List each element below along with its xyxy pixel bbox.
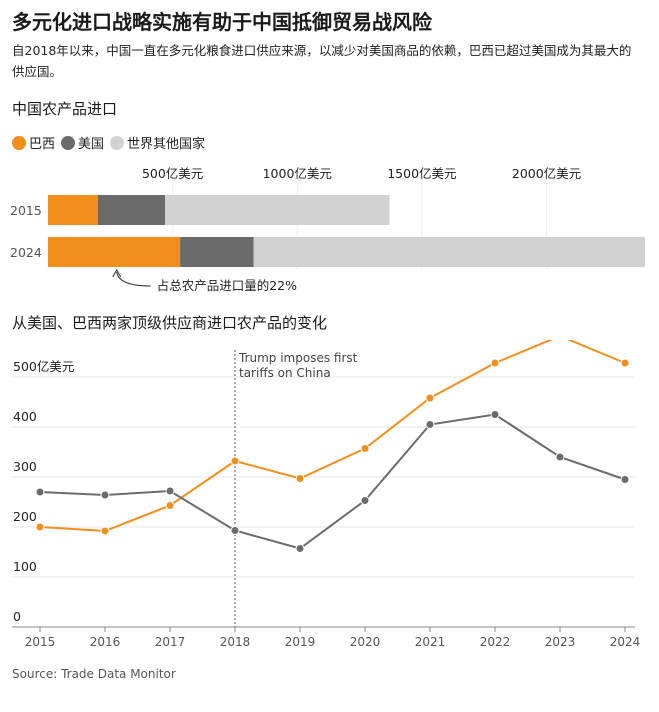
line-x-tick-label: 2018	[220, 635, 251, 649]
line-chart: 0 100 200 300 400 500亿美元 2015 2016 2017 2018 2019 2…	[12, 340, 641, 649]
bar-x-tick-label: 500亿美元	[142, 166, 203, 181]
line-x-tick-label: 2022	[480, 635, 511, 649]
bar-segment	[180, 237, 254, 267]
series-point	[165, 501, 175, 510]
bar-row-label: 2024	[10, 245, 42, 260]
legend-item-usa: 美国	[61, 133, 104, 152]
series-point	[425, 420, 435, 429]
legend-swatch-brazil	[12, 135, 26, 150]
stacked-bar-chart: 500亿美元 1000亿美元 1500亿美元 2000亿美元 2015 2024 占总农产品…	[10, 166, 645, 293]
legend-item-brazil: 巴西	[12, 133, 55, 152]
line-y-tick-label: 400	[13, 409, 37, 424]
tariff-annotation-label: Trump imposes first	[238, 351, 358, 365]
annotation-curve	[116, 271, 151, 287]
line-y-tick-label: 100	[13, 559, 37, 574]
bar-segment	[48, 237, 181, 267]
series-point	[295, 544, 305, 553]
series-point	[35, 487, 45, 497]
annotation-arrowhead	[112, 268, 122, 278]
annotation-label: 占总农产品进口量的22%	[157, 278, 297, 293]
bar-x-tick-label: 1000亿美元	[263, 166, 332, 181]
legend-label-usa: 美国	[78, 137, 105, 152]
series-point	[425, 393, 435, 403]
line-x-tick-label: 2015	[25, 635, 56, 649]
series-line	[39, 413, 626, 550]
legend: 巴西 美国 世界其他国家	[12, 133, 211, 152]
series-point	[100, 490, 110, 500]
line-x-tick-label: 2023	[545, 635, 576, 649]
bar-segment	[253, 237, 645, 267]
series-point	[100, 526, 110, 536]
line-y-tick-label: 200	[13, 509, 37, 524]
series-point	[35, 522, 45, 532]
page-subtitle: 自2018年以来，中国一直在多元化粮食进口供应来源，以减少对美国商品的依赖，巴西…	[12, 43, 632, 79]
series-point	[490, 410, 500, 419]
line-x-tick-label: 2021	[415, 635, 446, 649]
series-point	[230, 456, 240, 466]
line-y-tick-label: 300	[13, 459, 37, 474]
legend-label-rest-of-world: 世界其他国家	[127, 137, 206, 152]
series-point	[360, 496, 370, 505]
legend-item-rest-of-world: 世界其他国家	[110, 133, 205, 152]
bar-segment	[97, 195, 166, 225]
bar-row-label: 2015	[10, 203, 42, 218]
source-note: Source: Trade Data Monitor	[12, 667, 176, 681]
line-x-tick-label: 2016	[90, 635, 121, 649]
series-point	[230, 526, 240, 535]
series-line	[39, 340, 626, 533]
series-point	[620, 475, 630, 484]
legend-swatch-rest-of-world	[110, 135, 125, 150]
line-x-tick-label: 2017	[155, 635, 186, 649]
line-chart-title: 从美国、巴西两家顶级供应商进口农产品的变化	[12, 314, 328, 332]
bar-segment	[165, 195, 390, 225]
series-point	[555, 452, 565, 462]
tariff-annotation-label: tariffs on China	[239, 366, 331, 380]
series-point	[165, 486, 175, 496]
legend-swatch-usa	[61, 135, 76, 150]
series-point	[295, 474, 305, 483]
series-point	[620, 358, 630, 368]
line-x-tick-label: 2020	[350, 635, 381, 649]
series-point	[360, 444, 370, 453]
page-title: 多元化进口战略实施有助于中国抵御贸易战风险	[12, 10, 432, 34]
bar-chart-title: 中国农产品进口	[12, 100, 118, 118]
bar-x-tick-label: 1500亿美元	[387, 166, 456, 181]
series-point	[490, 358, 500, 368]
bar-segment	[48, 195, 98, 225]
bar-x-tick-label: 2000亿美元	[512, 166, 581, 181]
line-x-tick-label: 2019	[285, 635, 316, 649]
line-y-tick-label: 0	[13, 609, 21, 624]
line-y-tick-label: 500亿美元	[13, 359, 74, 374]
legend-label-brazil: 巴西	[29, 137, 56, 152]
line-x-tick-label: 2024	[610, 635, 641, 649]
